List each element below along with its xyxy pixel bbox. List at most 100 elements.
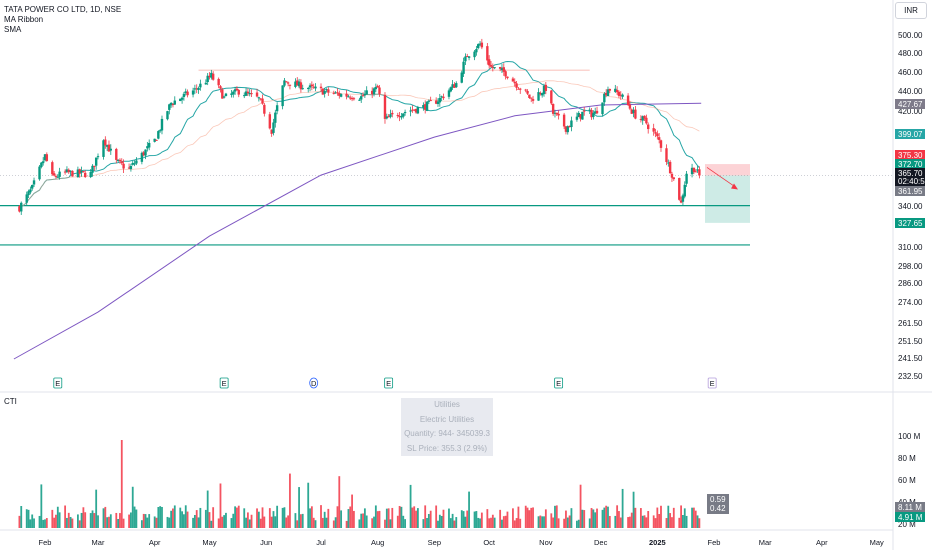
volume-bar xyxy=(616,505,619,528)
volume-bar xyxy=(515,518,518,528)
candle-body xyxy=(71,170,74,177)
volume-bar xyxy=(400,506,403,528)
volume-bar xyxy=(155,517,158,528)
volume-bar xyxy=(33,518,35,528)
volume-bar xyxy=(619,517,622,528)
candle-body xyxy=(504,71,507,77)
candle-body xyxy=(363,94,367,96)
candle-body xyxy=(69,170,72,172)
volume-bar xyxy=(58,512,61,528)
candle-body xyxy=(250,93,253,95)
volume-bar xyxy=(184,505,187,528)
earnings-marker-label: E xyxy=(556,379,561,388)
candle-body xyxy=(307,87,310,89)
price-tick-label: 420.00 xyxy=(898,107,923,116)
price-tag xyxy=(895,218,925,228)
earnings-marker-label: E xyxy=(710,379,715,388)
volume-bar xyxy=(499,509,502,528)
candle-body xyxy=(140,152,144,162)
candle-body xyxy=(321,88,325,95)
candle-body xyxy=(158,130,162,132)
candle-body xyxy=(606,89,610,97)
volume-bar xyxy=(172,508,174,528)
volume-bar xyxy=(204,509,207,528)
volume-bar xyxy=(225,512,227,528)
candle-body xyxy=(581,111,584,120)
volume-bar xyxy=(146,517,149,528)
volume-bar xyxy=(351,494,353,528)
volume-bar xyxy=(517,506,520,528)
candle-body xyxy=(656,133,659,137)
candle-body xyxy=(451,84,454,88)
volume-bar xyxy=(140,520,143,528)
volume-bar xyxy=(656,507,659,528)
candle-body xyxy=(540,93,544,96)
volume-bar xyxy=(680,505,682,528)
volume-bar xyxy=(429,510,432,528)
volume-bar xyxy=(530,507,533,528)
volume-bar xyxy=(438,514,441,528)
volume-bar xyxy=(579,484,582,528)
candle-body xyxy=(615,89,619,93)
volume-bar xyxy=(186,511,189,528)
volume-bar xyxy=(325,517,328,528)
candle-body xyxy=(274,112,277,123)
candle-body xyxy=(52,173,56,176)
volume-bar xyxy=(135,509,138,528)
price-tag-label: 375.30 xyxy=(898,151,923,160)
volume-bar xyxy=(246,512,249,528)
volume-bar xyxy=(29,519,32,528)
volume-bar xyxy=(256,508,258,528)
volume-bar xyxy=(287,515,290,528)
candle-body xyxy=(160,118,164,131)
candle-body xyxy=(199,83,202,88)
volume-bar xyxy=(358,519,361,528)
candle-body xyxy=(517,88,520,90)
volume-bar xyxy=(93,513,96,528)
candle-body xyxy=(473,51,476,58)
candle-body xyxy=(614,88,617,92)
candle-body xyxy=(690,167,694,175)
volume-bar xyxy=(694,510,697,528)
indicator-ma-ribbon-label[interactable]: MA Ribbon xyxy=(4,15,44,24)
candle-body xyxy=(423,104,427,110)
candle-body xyxy=(58,171,61,177)
candle-body xyxy=(244,91,248,96)
volume-pane-label[interactable]: CTI xyxy=(4,397,17,406)
volume-bar xyxy=(332,520,335,528)
info-sector: Utilities xyxy=(434,400,460,409)
candle-body xyxy=(40,162,43,168)
volume-bar xyxy=(682,515,684,528)
volume-bar xyxy=(486,509,489,528)
volume-bar xyxy=(192,517,194,528)
candle-body xyxy=(634,109,637,119)
volume-bar xyxy=(117,518,120,528)
volume-bar xyxy=(363,508,366,528)
candle-body xyxy=(460,72,463,83)
volume-bar xyxy=(373,516,375,528)
candle-body xyxy=(261,98,264,104)
volume-bar xyxy=(166,516,169,528)
indicator-sma-label[interactable]: SMA xyxy=(4,25,22,34)
candle-body xyxy=(681,195,685,202)
info-stop-loss: SL Price: 355.3 (2.9%) xyxy=(406,443,488,453)
volume-bar xyxy=(491,514,494,528)
price-tag-label: 02:40:57 xyxy=(898,177,930,186)
currency-button[interactable]: INR xyxy=(895,2,927,19)
candle-body xyxy=(665,148,668,162)
volume-bar xyxy=(170,510,173,528)
candle-body xyxy=(31,184,34,189)
candle-body xyxy=(601,102,604,115)
candle-body xyxy=(275,105,279,112)
volume-bar xyxy=(217,518,220,528)
volume-bar xyxy=(84,512,87,528)
volume-bar xyxy=(539,515,542,528)
candle-body xyxy=(519,88,522,90)
cti-value-label: 0.42 xyxy=(710,504,726,513)
volume-bar xyxy=(161,506,163,528)
candle-body xyxy=(449,87,452,92)
candle-body xyxy=(477,44,480,49)
volume-bar xyxy=(479,518,481,528)
volume-bar xyxy=(248,519,251,528)
